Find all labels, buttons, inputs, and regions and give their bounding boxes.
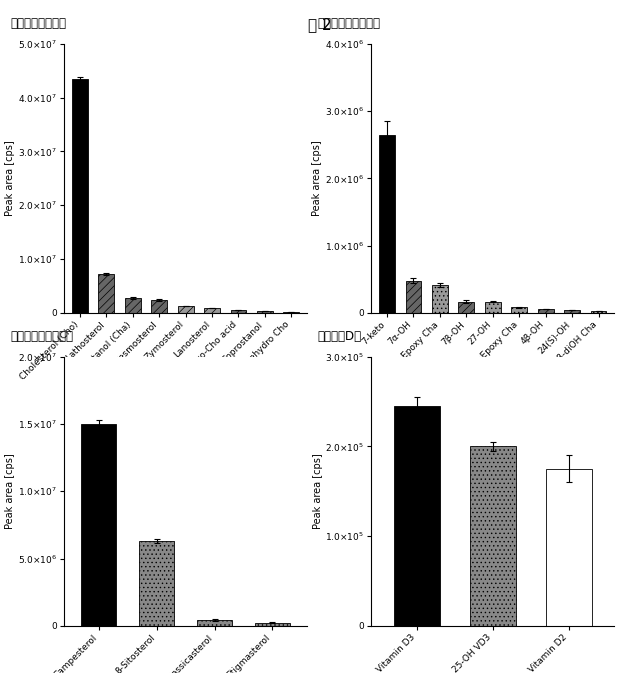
- Bar: [470, 446, 516, 626]
- Bar: [379, 135, 395, 313]
- Y-axis label: Peak area [cps]: Peak area [cps]: [5, 141, 15, 216]
- Bar: [538, 309, 554, 313]
- Bar: [72, 79, 88, 313]
- Text: 図 2: 図 2: [308, 17, 332, 32]
- Bar: [511, 307, 527, 313]
- Bar: [432, 285, 448, 313]
- Bar: [485, 302, 500, 313]
- Bar: [81, 424, 116, 626]
- Bar: [230, 310, 246, 313]
- Bar: [546, 469, 591, 626]
- Bar: [406, 281, 421, 313]
- Bar: [178, 306, 193, 313]
- Y-axis label: Peak area [cps]: Peak area [cps]: [312, 454, 323, 529]
- Bar: [564, 310, 580, 313]
- Bar: [257, 311, 273, 313]
- Bar: [591, 311, 607, 313]
- Bar: [151, 300, 167, 313]
- Bar: [284, 312, 300, 313]
- Text: ビタミンD類: ビタミンD類: [317, 330, 362, 343]
- Bar: [125, 298, 141, 313]
- Text: フィトステロール類: フィトステロール類: [10, 330, 74, 343]
- Bar: [255, 623, 290, 626]
- Text: オキシステロール類: オキシステロール類: [317, 17, 381, 30]
- Bar: [204, 308, 220, 313]
- Bar: [458, 302, 474, 313]
- Bar: [140, 541, 174, 626]
- Bar: [197, 620, 232, 626]
- Text: コレステロール類: コレステロール類: [10, 17, 67, 30]
- Y-axis label: Peak area [cps]: Peak area [cps]: [5, 454, 15, 529]
- Y-axis label: Peak area [cps]: Peak area [cps]: [312, 141, 323, 216]
- Bar: [394, 406, 440, 626]
- Bar: [99, 274, 114, 313]
